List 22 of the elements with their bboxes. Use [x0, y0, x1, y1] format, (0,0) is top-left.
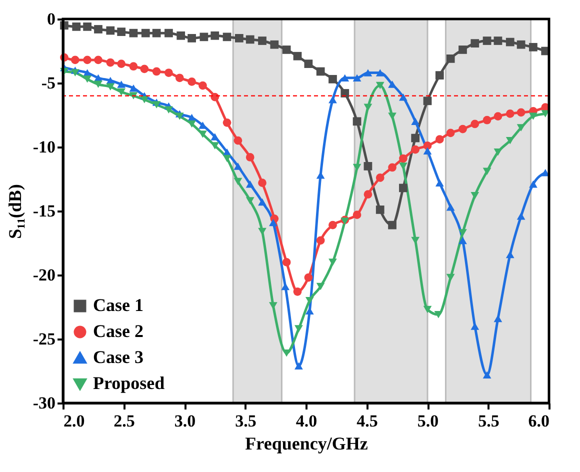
x-tick-label: 5.5: [478, 412, 500, 430]
x-tick-label: 2.5: [114, 412, 135, 430]
y-tick-label: -15: [32, 202, 56, 220]
x-tick-label: 3.5: [235, 412, 256, 430]
x-tick-label: 4.5: [356, 412, 378, 430]
y-tick-label: -20: [32, 266, 56, 284]
x-tick-label: 4.0: [296, 412, 318, 430]
legend-label: Case 2: [93, 321, 144, 341]
legend-label: Proposed: [93, 373, 165, 393]
x-tick-label: 3.0: [174, 412, 196, 430]
y-tick-label: -25: [32, 330, 56, 348]
y-tick-label: 0: [47, 10, 56, 28]
y-tick-label: -10: [32, 138, 56, 156]
y-axis-title: S₁₁(dB): [4, 184, 25, 239]
x-tick-label: 2.0: [64, 412, 85, 430]
x-tick-label: 5.0: [417, 412, 439, 430]
legend-label: Case 3: [93, 347, 144, 367]
y-tick-label: -5: [41, 74, 56, 92]
x-axis-title: Frequency/GHz: [245, 434, 368, 454]
x-tick-label: 6.0: [528, 412, 550, 430]
legend-label: Case 1: [93, 295, 144, 315]
y-tick-label: -30: [32, 394, 56, 412]
